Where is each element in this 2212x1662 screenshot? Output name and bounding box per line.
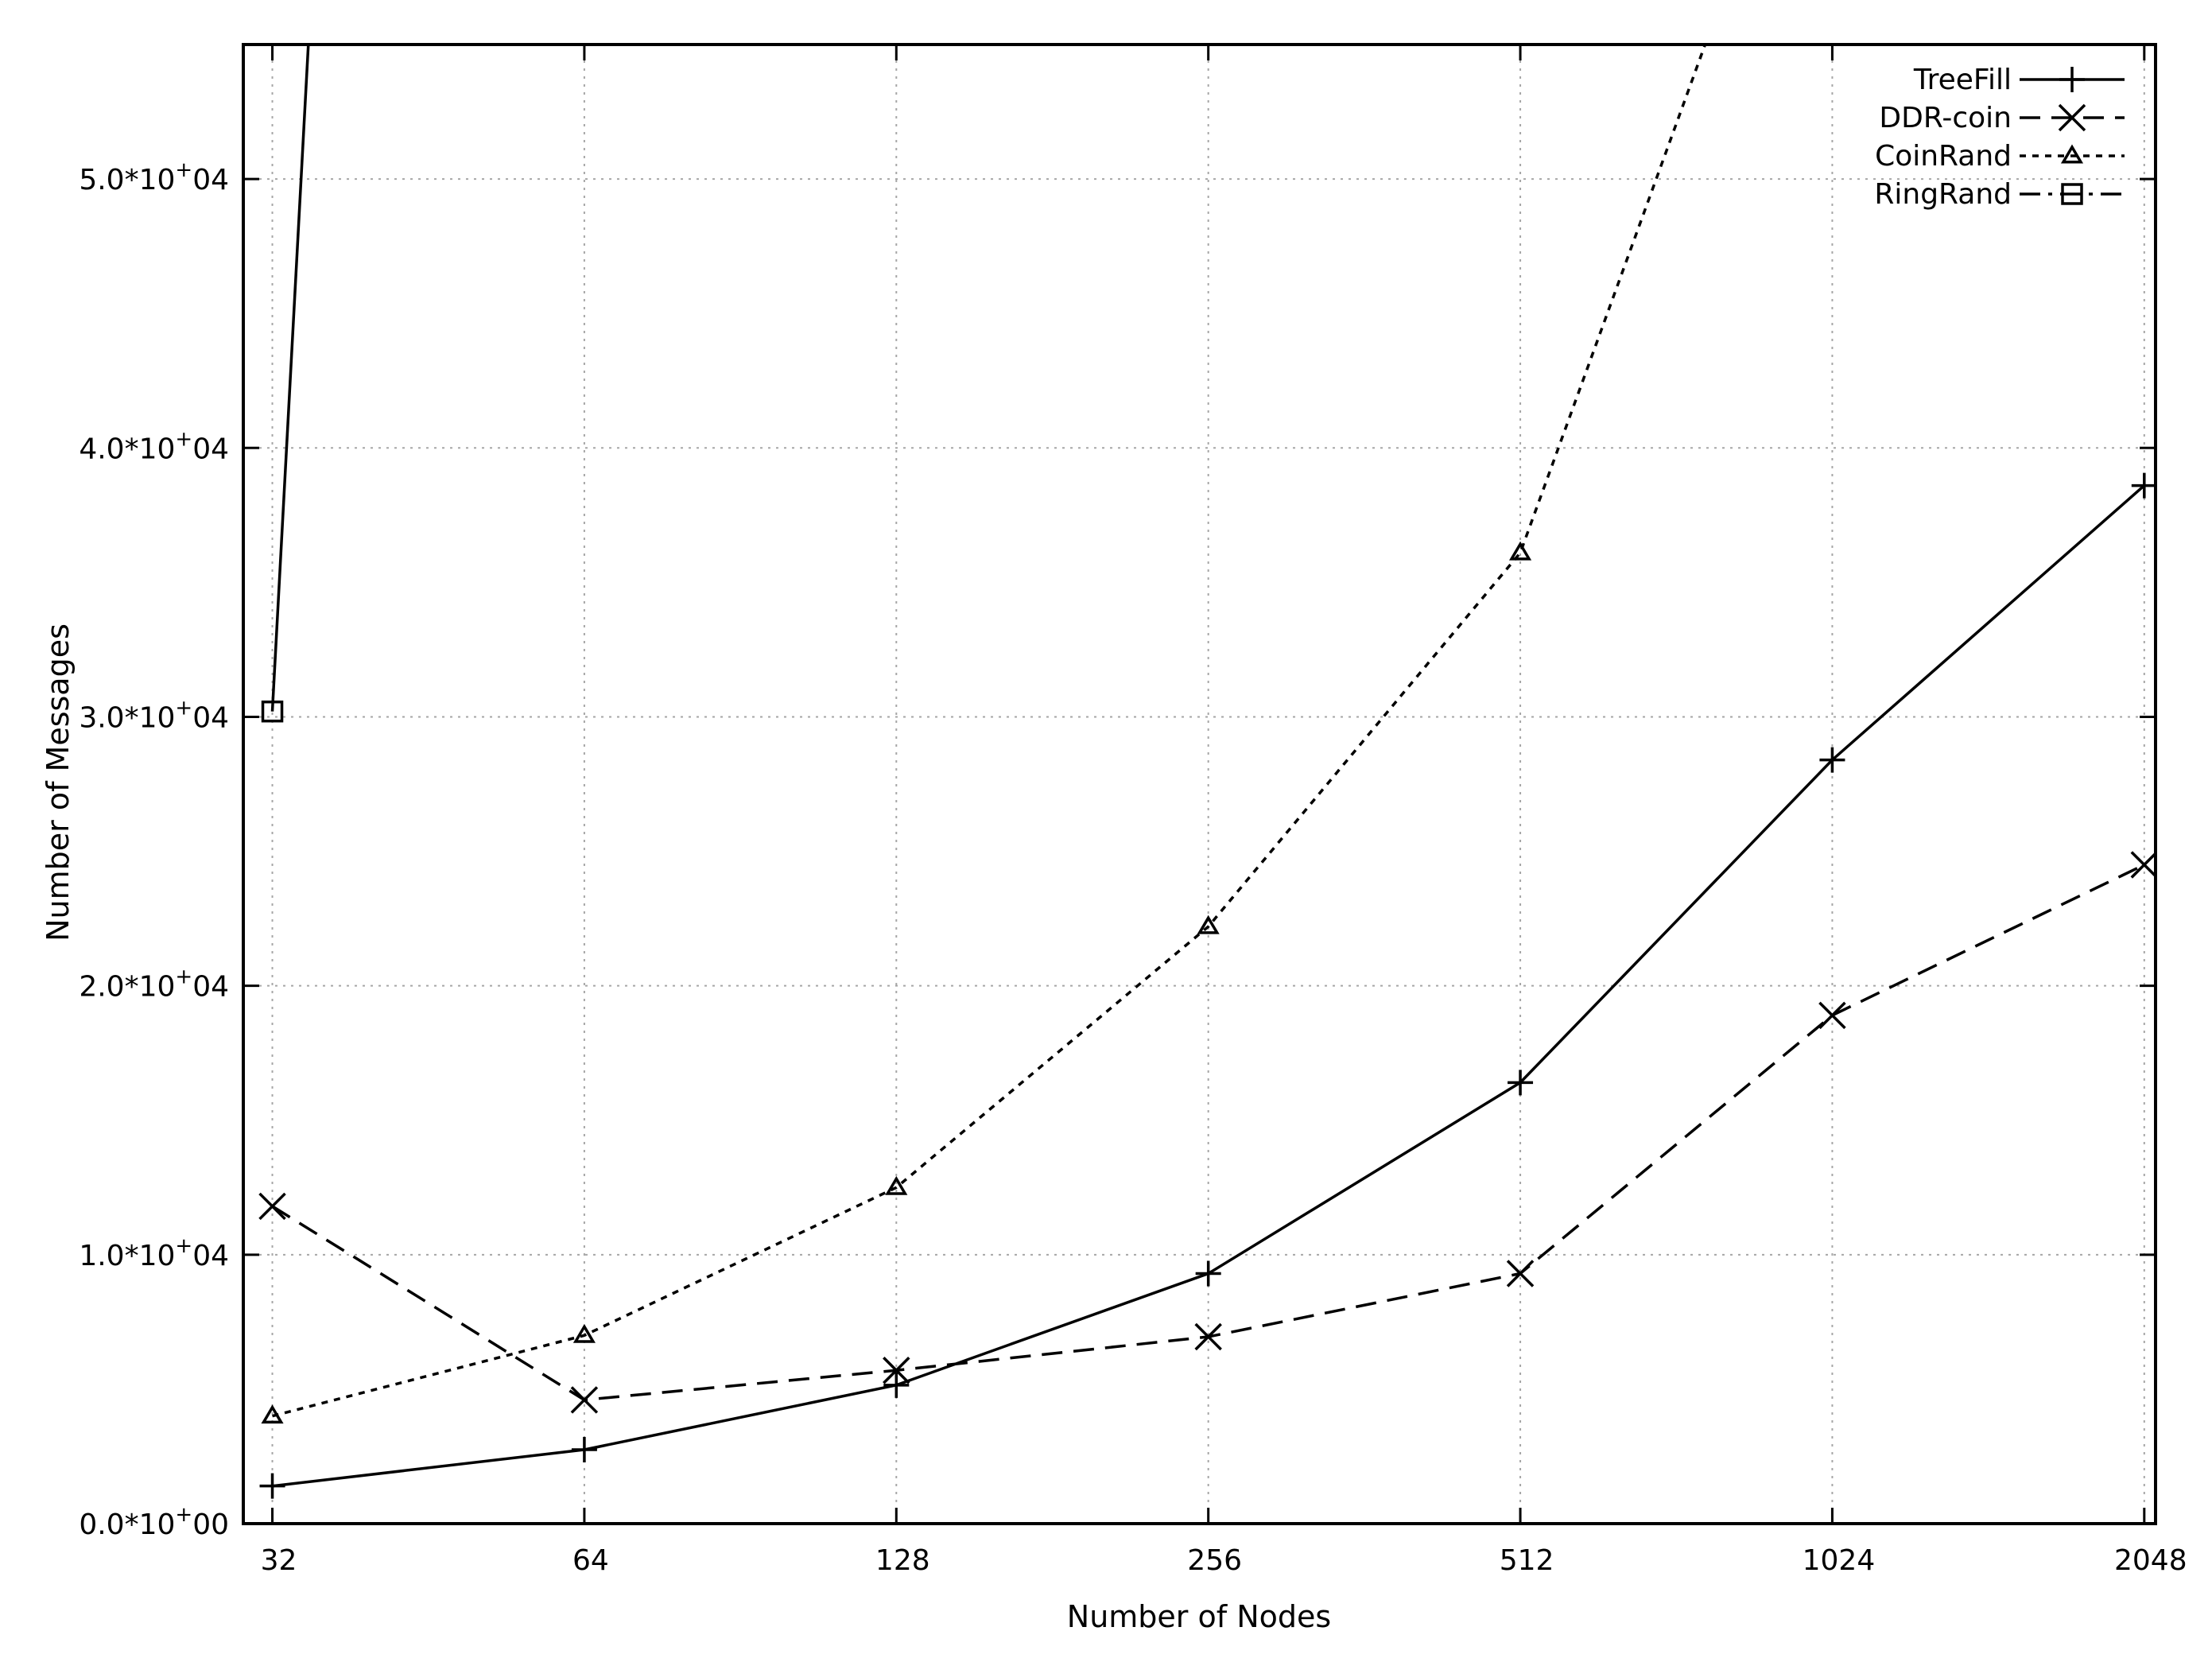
ddr-coin-point bbox=[1506, 1260, 1535, 1287]
legend-marker-treefill bbox=[2059, 67, 2085, 92]
coinrand-point bbox=[885, 1175, 908, 1195]
ddr-coin-point bbox=[570, 1386, 599, 1414]
coinrand-point bbox=[572, 1323, 596, 1343]
x-tick-label: 2048 bbox=[2114, 1544, 2187, 1577]
x-tick-label: 32 bbox=[261, 1544, 297, 1577]
legend-marker-ddr-coin bbox=[2058, 103, 2086, 132]
grid-lines bbox=[243, 45, 2156, 1524]
treefill-point bbox=[1195, 1260, 1221, 1287]
x-tick-label: 1024 bbox=[1803, 1544, 1876, 1577]
y-tick-label: 1.0*10+04 bbox=[79, 1234, 229, 1272]
plot-frame bbox=[242, 43, 2157, 1525]
y-tick-label: 4.0*10+04 bbox=[79, 427, 229, 465]
y-tick-label: 2.0*10+04 bbox=[79, 965, 229, 1004]
treefill-point bbox=[1508, 1070, 1534, 1096]
y-axis-title: Number of Messages bbox=[41, 623, 76, 942]
legend-label-ringrand: RingRand bbox=[1874, 178, 2012, 211]
legend-label-coinrand: CoinRand bbox=[1875, 140, 2012, 173]
ddr-coin-point bbox=[1194, 1322, 1222, 1351]
legend-marker-coinrand bbox=[2060, 144, 2084, 164]
treefill-point bbox=[259, 1473, 285, 1499]
y-tick-label: 0.0*10+00 bbox=[79, 1503, 229, 1541]
treefill-point bbox=[1819, 747, 1845, 773]
coinrand-point bbox=[261, 1404, 284, 1424]
coinrand-point bbox=[1508, 541, 1532, 561]
axis-ticks bbox=[243, 45, 2156, 1525]
ddr-coin-point bbox=[1818, 1001, 1846, 1030]
x-tick-labels: 32 64 128 256 512 1024 2048 bbox=[261, 1544, 2187, 1577]
series-layer bbox=[258, 45, 2156, 1499]
coinrand-point bbox=[1197, 914, 1220, 934]
x-axis-title: Number of Nodes bbox=[1067, 1599, 1331, 1634]
ddr-coin-point bbox=[2130, 851, 2156, 879]
ddr-coin-point bbox=[883, 1357, 910, 1384]
treefill-point bbox=[2131, 472, 2156, 499]
legend-label-treefill: TreeFill bbox=[1913, 64, 2012, 96]
legend: TreeFill DDR-coin CoinRand RingRand bbox=[1874, 64, 2125, 211]
y-tick-label: 5.0*10+04 bbox=[79, 158, 229, 196]
y-tick-labels: 0.0*10+00 1.0*10+04 2.0*10+04 3.0*10+04 4.0*… bbox=[79, 158, 229, 1541]
legend-marker-ringrand bbox=[2061, 183, 2083, 205]
x-tick-label: 256 bbox=[1187, 1544, 1242, 1577]
x-tick-label: 64 bbox=[572, 1544, 609, 1577]
y-tick-label: 3.0*10+04 bbox=[79, 696, 229, 734]
legend-label-ddr-coin: DDR-coin bbox=[1879, 102, 2012, 134]
x-tick-label: 512 bbox=[1500, 1544, 1554, 1577]
ringrand-point bbox=[261, 700, 284, 723]
coinrand-line bbox=[272, 45, 1707, 1418]
x-tick-label: 128 bbox=[875, 1544, 930, 1577]
treefill-point bbox=[571, 1437, 597, 1462]
treefill-point bbox=[883, 1372, 910, 1398]
ddr-coin-point bbox=[258, 1192, 286, 1221]
